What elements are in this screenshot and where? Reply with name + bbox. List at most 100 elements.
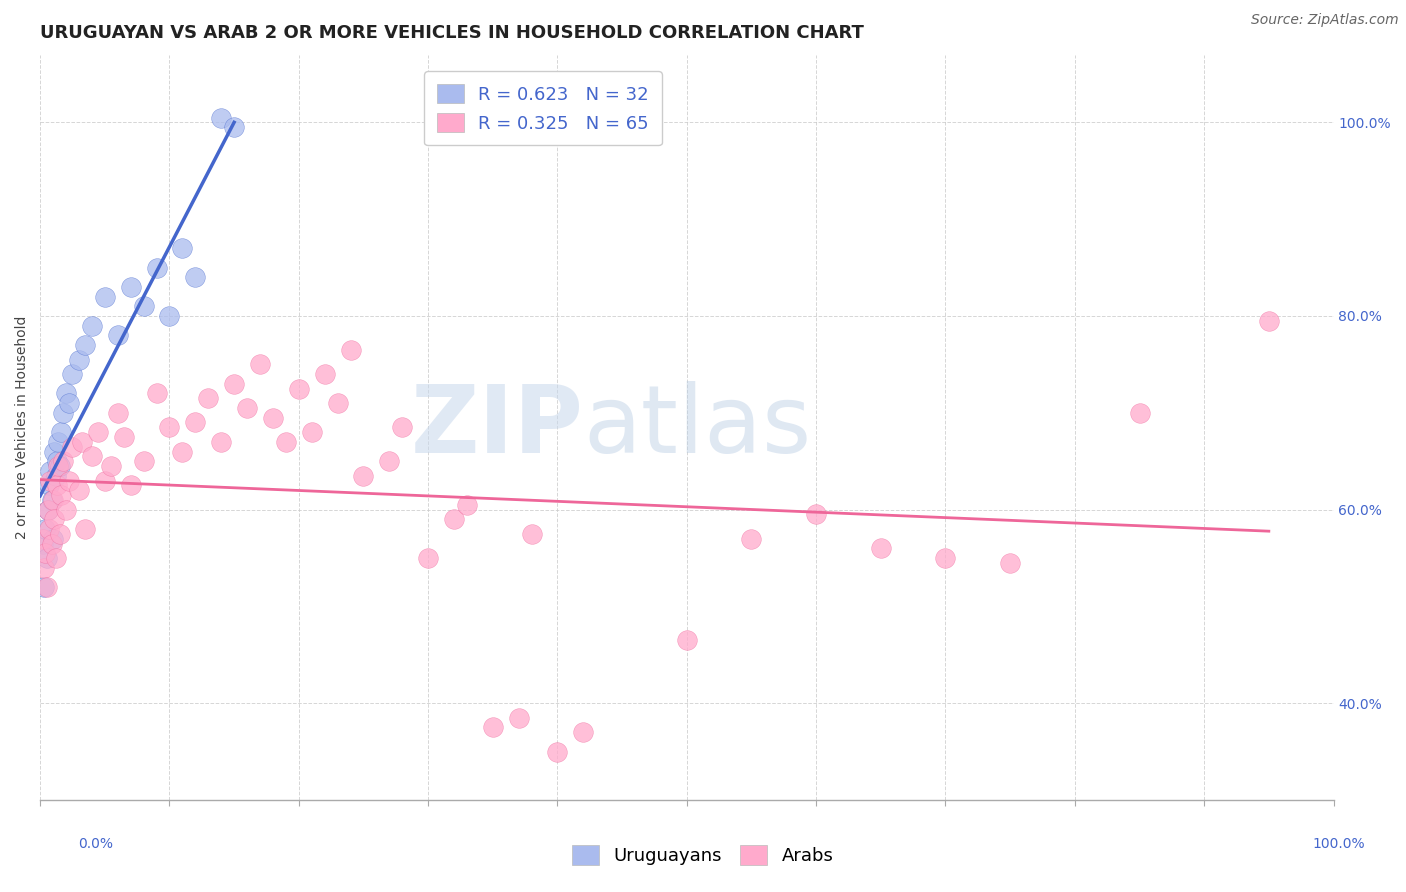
Point	[288, 382, 311, 396]
Text: URUGUAYAN VS ARAB 2 OR MORE VEHICLES IN HOUSEHOLD CORRELATION CHART: URUGUAYAN VS ARAB 2 OR MORE VEHICLES IN …	[41, 24, 863, 42]
Point	[224, 120, 246, 135]
Point	[172, 444, 194, 458]
Point	[120, 478, 142, 492]
Point	[67, 483, 90, 498]
Point	[80, 318, 103, 333]
Point	[34, 522, 56, 536]
Point	[481, 721, 503, 735]
Point	[62, 440, 84, 454]
Point	[49, 488, 72, 502]
Point	[804, 508, 827, 522]
Point	[52, 406, 75, 420]
Point	[197, 392, 219, 406]
Point	[209, 111, 232, 125]
Point	[45, 468, 67, 483]
Point	[572, 725, 595, 739]
Point	[55, 386, 77, 401]
Point	[94, 474, 117, 488]
Point	[45, 478, 67, 492]
Point	[45, 551, 67, 566]
Point	[58, 474, 80, 488]
Point	[41, 536, 63, 550]
Point	[39, 474, 62, 488]
Point	[42, 492, 65, 507]
Point	[44, 444, 66, 458]
Point	[145, 386, 167, 401]
Point	[87, 425, 110, 440]
Text: Source: ZipAtlas.com: Source: ZipAtlas.com	[1251, 13, 1399, 28]
Point	[353, 468, 375, 483]
Point	[274, 434, 297, 449]
Point	[45, 454, 67, 468]
Point	[100, 458, 122, 473]
Legend: Uruguayans, Arabs: Uruguayans, Arabs	[565, 838, 841, 872]
Point	[32, 580, 55, 594]
Text: ZIP: ZIP	[411, 382, 583, 474]
Point	[184, 416, 207, 430]
Point	[42, 532, 65, 546]
Point	[58, 396, 80, 410]
Point	[184, 270, 207, 285]
Point	[301, 425, 323, 440]
Point	[508, 711, 530, 725]
Point	[31, 536, 53, 550]
Point	[49, 425, 72, 440]
Point	[520, 526, 543, 541]
Point	[120, 280, 142, 294]
Point	[378, 454, 401, 468]
Point	[38, 478, 60, 492]
Point	[159, 309, 181, 323]
Point	[70, 434, 93, 449]
Point	[172, 241, 194, 255]
Point	[34, 546, 56, 560]
Point	[326, 396, 349, 410]
Point	[32, 560, 55, 574]
Point	[75, 522, 97, 536]
Point	[224, 376, 246, 391]
Point	[46, 458, 69, 473]
Point	[107, 328, 129, 343]
Text: atlas: atlas	[583, 382, 811, 474]
Point	[48, 526, 70, 541]
Point	[869, 541, 891, 556]
Point	[62, 367, 84, 381]
Point	[37, 502, 59, 516]
Legend: R = 0.623   N = 32, R = 0.325   N = 65: R = 0.623 N = 32, R = 0.325 N = 65	[425, 71, 662, 145]
Point	[44, 512, 66, 526]
Point	[52, 454, 75, 468]
Point	[112, 430, 135, 444]
Point	[236, 401, 259, 415]
Point	[456, 498, 478, 512]
Point	[67, 352, 90, 367]
Point	[1257, 314, 1279, 328]
Text: 0.0%: 0.0%	[79, 837, 112, 851]
Point	[391, 420, 413, 434]
Point	[39, 464, 62, 478]
Point	[1128, 406, 1150, 420]
Point	[546, 745, 568, 759]
Point	[740, 532, 762, 546]
Point	[107, 406, 129, 420]
Point	[80, 450, 103, 464]
Point	[262, 410, 284, 425]
Point	[46, 434, 69, 449]
Point	[159, 420, 181, 434]
Point	[55, 502, 77, 516]
Point	[35, 551, 58, 566]
Point	[209, 434, 232, 449]
Point	[314, 367, 336, 381]
Point	[934, 551, 956, 566]
Point	[339, 343, 361, 357]
Point	[418, 551, 440, 566]
Point	[443, 512, 465, 526]
Point	[998, 556, 1021, 570]
Point	[145, 260, 167, 275]
Point	[41, 492, 63, 507]
Text: 100.0%: 100.0%	[1312, 837, 1365, 851]
Point	[38, 522, 60, 536]
Point	[75, 338, 97, 352]
Point	[132, 299, 155, 313]
Point	[48, 458, 70, 473]
Point	[249, 358, 271, 372]
Point	[132, 454, 155, 468]
